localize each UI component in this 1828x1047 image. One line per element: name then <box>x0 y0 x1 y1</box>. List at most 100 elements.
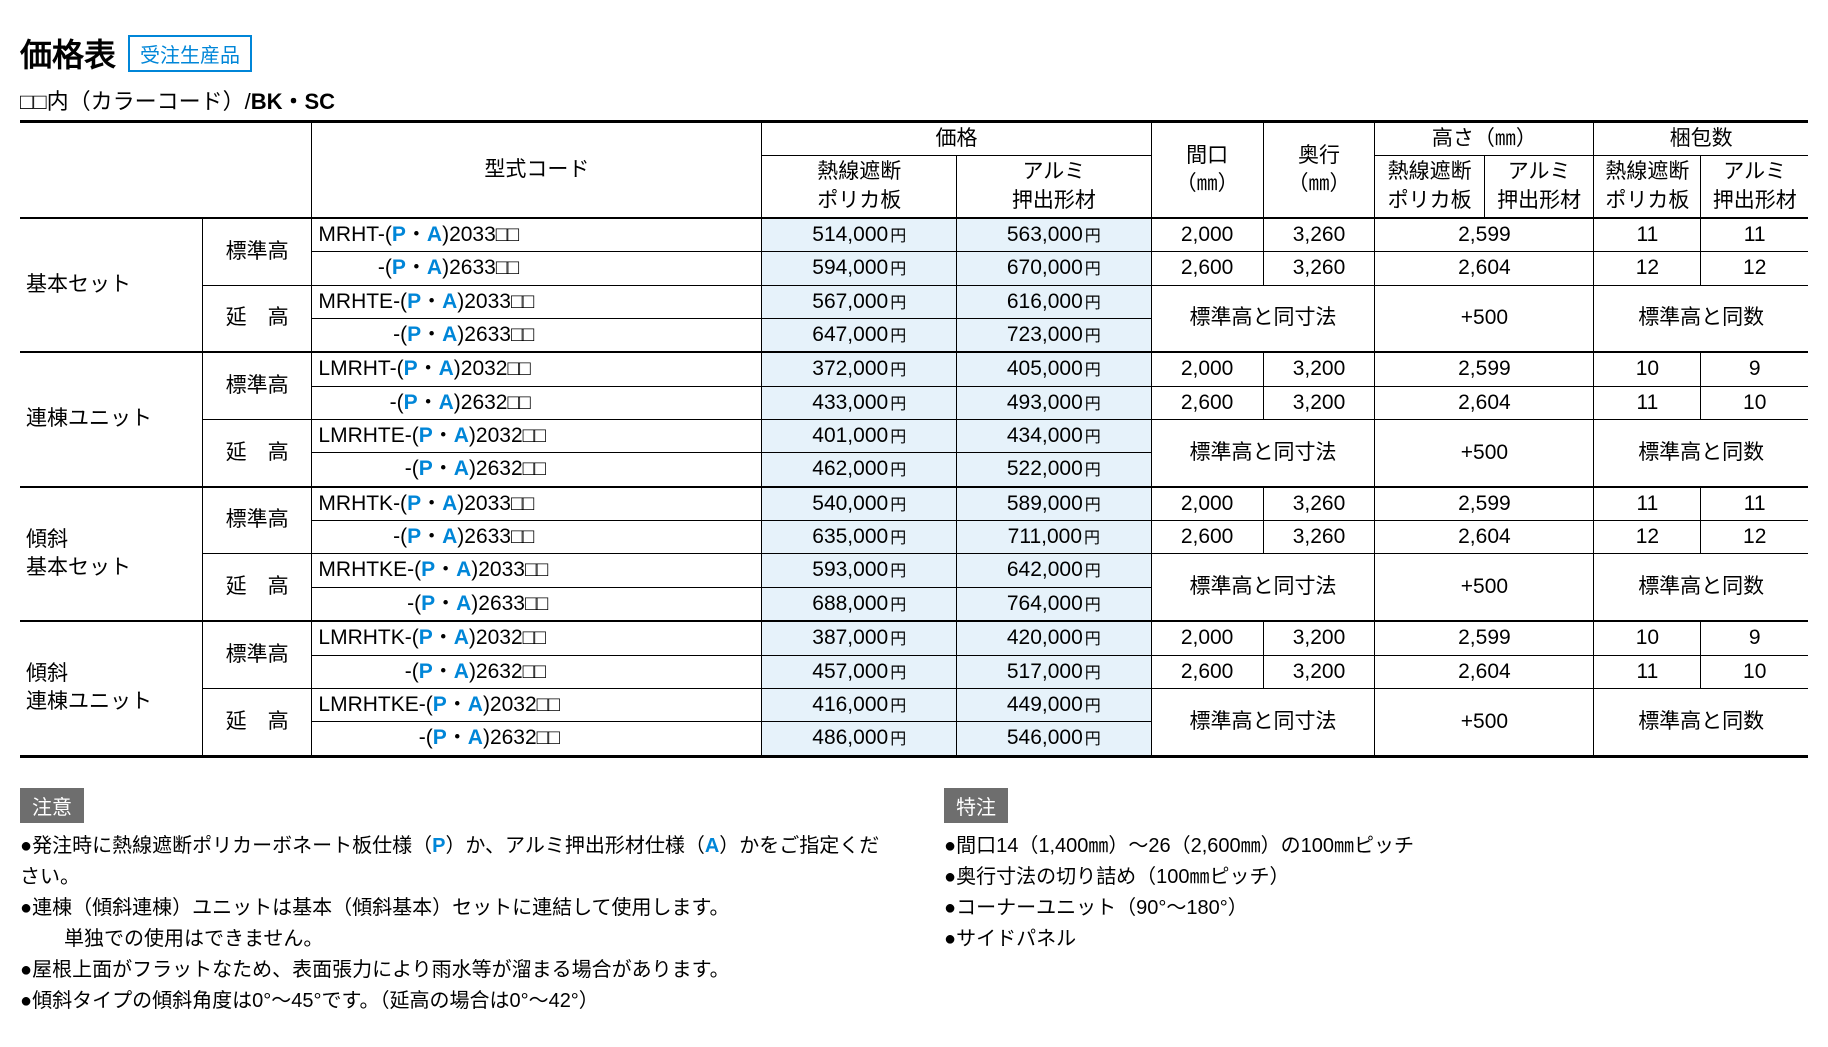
price-cell: 434,000円 <box>957 420 1152 453</box>
depth-cell: 3,200 <box>1263 621 1375 655</box>
price-cell: 642,000円 <box>957 554 1152 587</box>
note-line: ●奥行寸法の切り詰め（100㎜ピッチ） <box>944 862 1808 893</box>
price-cell: 420,000円 <box>957 621 1152 655</box>
color-code-suffix: BK・SC <box>251 89 335 114</box>
subgroup-cell: 標準高 <box>202 487 311 554</box>
depth-cell: 3,200 <box>1263 655 1375 688</box>
special-tag: 特注 <box>944 788 1008 823</box>
note-line: ●発注時に熱線遮断ポリカーボネート板仕様（P）か、アルミ押出形材仕様（A）かをご… <box>20 831 884 893</box>
price-cell: 589,000円 <box>957 487 1152 521</box>
price-cell: 522,000円 <box>957 453 1152 487</box>
price-cell: 563,000円 <box>957 218 1152 252</box>
model-code-cell: LMRHTK-(P・A)2032□□ <box>312 621 762 655</box>
price-cell: 387,000円 <box>762 621 957 655</box>
price-cell: 647,000円 <box>762 319 957 353</box>
height-cell: 2,604 <box>1375 252 1594 285</box>
pack1-cell: 10 <box>1594 621 1701 655</box>
price-cell: 517,000円 <box>957 655 1152 688</box>
height-plus-cell: +500 <box>1375 688 1594 756</box>
caution-column: 注意 ●発注時に熱線遮断ポリカーボネート板仕様（P）か、アルミ押出形材仕様（A）… <box>20 788 884 1017</box>
height-cell: 2,604 <box>1375 655 1594 688</box>
price-cell: 372,000円 <box>762 352 957 386</box>
special-list: ●間口14（1,400㎜）～26（2,600㎜）の100㎜ピッチ●奥行寸法の切り… <box>944 831 1808 955</box>
pack2-cell: 10 <box>1701 655 1808 688</box>
caution-tag: 注意 <box>20 788 84 823</box>
pack1-cell: 11 <box>1594 218 1701 252</box>
height-plus-cell: +500 <box>1375 554 1594 621</box>
depth-cell: 3,200 <box>1263 386 1375 419</box>
category-cell: 連棟ユニット <box>20 352 202 486</box>
pack1-cell: 11 <box>1594 487 1701 521</box>
th-blank <box>20 122 312 219</box>
model-code-cell: MRHTE-(P・A)2033□□ <box>312 285 762 318</box>
width-cell: 2,000 <box>1151 352 1263 386</box>
model-code-cell: LMRHTK-(P・A)2632□□ <box>312 655 762 688</box>
note-line: 単独での使用はできません。 <box>20 924 884 955</box>
subgroup-cell: 標準高 <box>202 218 311 285</box>
note-line: ●間口14（1,400㎜）～26（2,600㎜）の100㎜ピッチ <box>944 831 1808 862</box>
th-height: 高さ（㎜） <box>1375 122 1594 156</box>
pack1-cell: 10 <box>1594 352 1701 386</box>
height-cell: 2,599 <box>1375 487 1594 521</box>
th-price: 価格 <box>762 122 1151 156</box>
pack2-cell: 12 <box>1701 521 1808 554</box>
price-cell: 462,000円 <box>762 453 957 487</box>
price-cell: 764,000円 <box>957 587 1152 621</box>
price-cell: 401,000円 <box>762 420 957 453</box>
width-cell: 2,600 <box>1151 386 1263 419</box>
note-line: ●サイドパネル <box>944 924 1808 955</box>
height-cell: 2,604 <box>1375 386 1594 419</box>
color-code-line: □□内（カラーコード）/BK・SC <box>20 84 1808 116</box>
th-packs-sub2: アルミ押出形材 <box>1701 156 1808 218</box>
pack2-cell: 9 <box>1701 621 1808 655</box>
price-cell: 594,000円 <box>762 252 957 285</box>
order-tag: 受注生産品 <box>128 35 252 72</box>
price-cell: 711,000円 <box>957 521 1152 554</box>
note-line: ●コーナーユニット（90°～180°） <box>944 893 1808 924</box>
notes-section: 注意 ●発注時に熱線遮断ポリカーボネート板仕様（P）か、アルミ押出形材仕様（A）… <box>20 788 1808 1017</box>
th-height-sub2: アルミ押出形材 <box>1484 156 1593 218</box>
same-dim-cell: 標準高と同寸法 <box>1151 420 1375 487</box>
th-packs: 梱包数 <box>1594 122 1808 156</box>
same-dim-cell: 標準高と同寸法 <box>1151 554 1375 621</box>
price-cell: 540,000円 <box>762 487 957 521</box>
pack2-cell: 9 <box>1701 352 1808 386</box>
model-code-cell: MRHTKE-(P・A)2633□□ <box>312 587 762 621</box>
subgroup-cell: 延 高 <box>202 554 311 621</box>
subgroup-cell: 延 高 <box>202 420 311 487</box>
model-code-cell: MRHTK-(P・A)2633□□ <box>312 521 762 554</box>
height-cell: 2,599 <box>1375 352 1594 386</box>
price-cell: 486,000円 <box>762 722 957 756</box>
price-cell: 457,000円 <box>762 655 957 688</box>
same-dim-cell: 標準高と同寸法 <box>1151 285 1375 352</box>
pack2-cell: 11 <box>1701 487 1808 521</box>
width-cell: 2,600 <box>1151 252 1263 285</box>
price-cell: 567,000円 <box>762 285 957 318</box>
category-cell: 基本セット <box>20 218 202 352</box>
model-code-cell: LMRHT-(P・A)2032□□ <box>312 352 762 386</box>
color-code-label: □□内（カラーコード）/ <box>20 89 251 114</box>
model-code-cell: LMRHTE-(P・A)2632□□ <box>312 453 762 487</box>
category-cell: 傾斜連棟ユニット <box>20 621 202 756</box>
price-cell: 723,000円 <box>957 319 1152 353</box>
height-plus-cell: +500 <box>1375 285 1594 352</box>
same-pack-cell: 標準高と同数 <box>1594 420 1808 487</box>
th-model: 型式コード <box>312 122 762 219</box>
special-column: 特注 ●間口14（1,400㎜）～26（2,600㎜）の100㎜ピッチ●奥行寸法… <box>944 788 1808 955</box>
th-price-sub2: アルミ押出形材 <box>957 156 1152 218</box>
height-cell: 2,599 <box>1375 218 1594 252</box>
pack1-cell: 11 <box>1594 386 1701 419</box>
model-code-cell: LMRHTKE-(P・A)2632□□ <box>312 722 762 756</box>
width-cell: 2,600 <box>1151 655 1263 688</box>
table-body: 基本セット標準高MRHT-(P・A)2033□□514,000円563,000円… <box>20 218 1808 756</box>
width-cell: 2,000 <box>1151 218 1263 252</box>
subgroup-cell: 延 高 <box>202 688 311 756</box>
page-title: 価格表 <box>20 30 116 76</box>
price-cell: 514,000円 <box>762 218 957 252</box>
caution-list: ●発注時に熱線遮断ポリカーボネート板仕様（P）か、アルミ押出形材仕様（A）かをご… <box>20 831 884 1017</box>
subgroup-cell: 標準高 <box>202 352 311 419</box>
price-cell: 635,000円 <box>762 521 957 554</box>
title-row: 価格表 受注生産品 <box>20 30 1808 76</box>
pack2-cell: 12 <box>1701 252 1808 285</box>
height-cell: 2,604 <box>1375 521 1594 554</box>
